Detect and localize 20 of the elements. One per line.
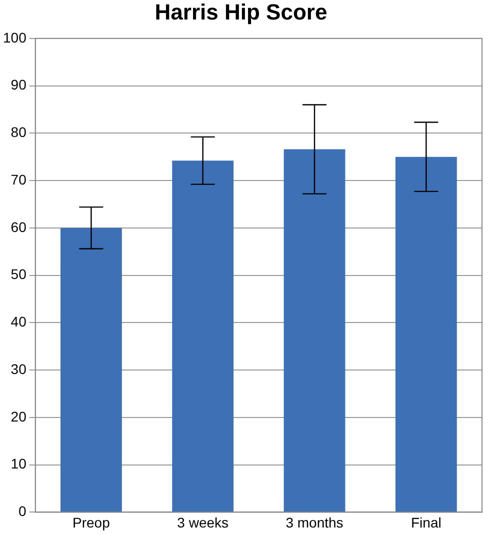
y-tick-label: 80 [10,124,27,140]
bar [60,228,122,512]
y-tick-label: 60 [10,218,27,235]
x-tick-label: 3 months [286,514,344,530]
y-tick-label: 40 [10,314,27,330]
y-tick-label: 100 [3,29,27,46]
y-tick-label: 0 [18,503,27,520]
y-tick-label: 50 [10,266,27,282]
x-tick-label: 3 weeks [177,514,229,530]
bar [172,160,234,512]
bar [284,149,346,512]
chart-title: Harris Hip Score [154,0,328,24]
y-tick-label: 20 [10,408,27,424]
x-tick-label: Preop [72,514,110,530]
y-tick-label: 10 [10,456,27,472]
y-tick-label: 70 [10,171,27,188]
bar [395,156,457,512]
y-tick-label: 30 [10,360,27,377]
x-tick-label: Final [410,514,442,530]
y-tick-label: 90 [10,76,27,93]
